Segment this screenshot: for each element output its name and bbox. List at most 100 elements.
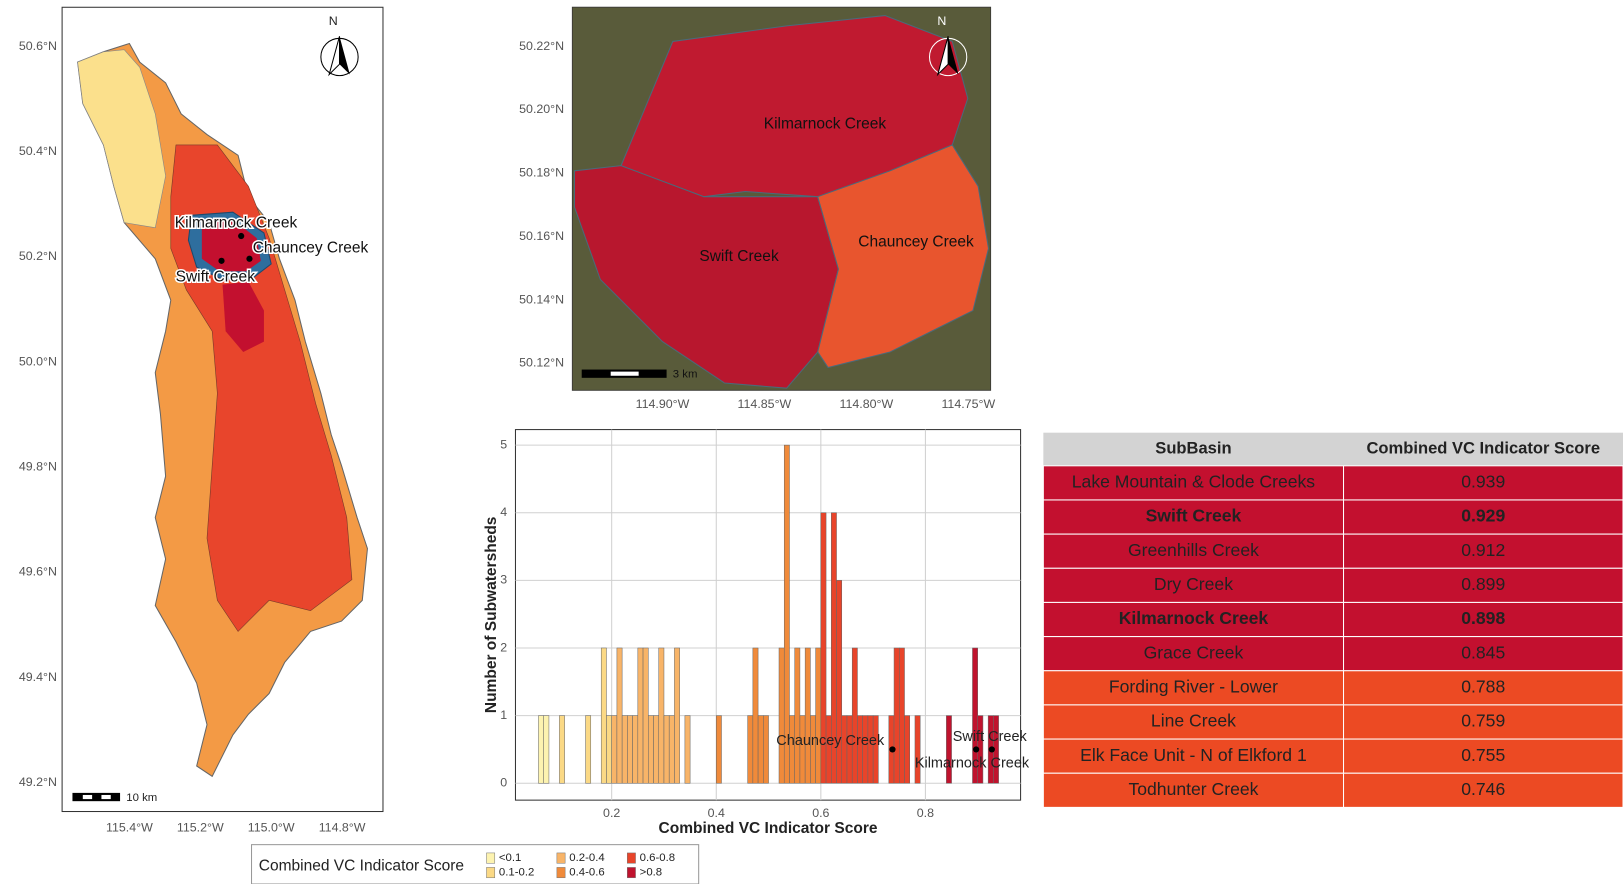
scale-bar [582,370,667,378]
lon-label: 115.4°W [106,820,153,834]
bar [643,648,648,783]
place-label: Swift Creek [699,248,779,265]
table-cell: Lake Mountain & Clode Creeks [1072,472,1316,492]
bar [538,716,543,784]
bar [748,716,753,784]
table-cell: Line Creek [1151,711,1236,731]
x-tick-label: 0.8 [917,806,934,820]
legend-title: Combined VC Indicator Score [259,857,464,874]
table-cell: Fording River - Lower [1109,676,1278,696]
lon-label: 114.80°W [840,397,894,411]
place-label: Swift Creek [176,269,256,286]
bar [905,716,910,784]
lon-label: 114.75°W [941,397,995,411]
place-label: Chauncey Creek [858,233,974,250]
bar [648,716,653,784]
legend-swatch [486,853,494,863]
bar [685,716,690,784]
scale-label: 3 km [673,369,698,381]
bar [716,716,721,784]
bar [617,648,622,783]
bar [654,716,659,784]
table-cell: Elk Face Unit - N of Elkford 1 [1080,745,1307,765]
bar [795,648,800,783]
legend-swatch [557,853,565,863]
lon-label: 114.90°W [636,397,690,411]
lat-label: 50.18°N [519,166,564,180]
place-label: Kilmarnock Creek [764,115,887,132]
bar [852,648,857,783]
bar [606,716,611,784]
lat-label: 50.14°N [519,292,564,306]
table-cell: Todhunter Creek [1128,779,1258,799]
table-cell: Swift Creek [1146,506,1242,526]
bar [779,648,784,783]
bar [674,648,679,783]
annotation-label: Swift Creek [953,729,1028,745]
table-header-cell: Combined VC Indicator Score [1366,439,1600,458]
site-dot [218,258,224,264]
table-row [1043,500,1623,534]
table-cell: Grace Creek [1144,642,1244,662]
bar [837,580,842,783]
bar [946,716,951,784]
bar [659,648,664,783]
north-label: N [329,14,338,28]
table-cell: 0.759 [1461,711,1505,731]
bar [753,648,758,783]
x-tick-label: 0.6 [812,806,829,820]
y-tick-label: 0 [500,776,507,790]
legend-label: <0.1 [499,852,521,864]
lon-label: 114.85°W [738,397,792,411]
bar [789,716,794,784]
bar [857,716,862,784]
lat-label: 49.6°N [19,565,57,579]
bar [601,648,606,783]
table-cell: 0.755 [1461,745,1505,765]
table-cell: Kilmarnock Creek [1119,608,1269,628]
bar [842,716,847,784]
y-tick-label: 3 [500,573,507,587]
x-tick-label: 0.4 [708,806,725,820]
lon-label: 114.8°W [319,820,366,834]
bar [669,716,674,784]
bar [586,716,591,784]
bar [847,716,852,784]
bar [664,716,669,784]
bar [899,648,904,783]
table-cell: 0.845 [1461,642,1505,662]
bar [758,716,763,784]
place-label: Kilmarnock Creek [175,215,298,232]
lat-label: 50.20°N [519,102,564,116]
y-tick-label: 1 [500,708,507,722]
bar [763,716,768,784]
bar [559,716,564,784]
legend-label: 0.2-0.4 [569,852,604,864]
lat-label: 50.4°N [19,144,57,158]
lat-label: 50.2°N [19,249,57,263]
table-cell: 0.912 [1461,540,1505,560]
table-row [1043,568,1623,602]
y-tick-label: 5 [500,437,507,451]
table-cell: Greenhills Creek [1128,540,1259,560]
bar [816,648,821,783]
lat-label: 49.2°N [19,775,57,789]
lat-label: 50.22°N [519,39,564,53]
bar [622,716,627,784]
table-cell: 0.746 [1461,779,1505,799]
table-row [1043,637,1623,671]
annotation-point [889,746,895,752]
bar [868,716,873,784]
table-cell: 0.939 [1461,472,1505,492]
y-tick-label: 4 [500,505,507,519]
scale-label: 10 km [126,792,157,804]
site-dot [238,233,244,239]
table-header-cell: SubBasin [1155,439,1231,458]
x-axis-title: Combined VC Indicator Score [659,820,878,837]
table-cell: 0.788 [1461,676,1505,696]
annotation-label: Chauncey Creek [776,733,885,749]
legend-label: 0.4-0.6 [569,867,604,879]
bar [805,648,810,783]
table-cell: 0.929 [1461,506,1505,526]
table-cell: Dry Creek [1154,574,1233,594]
